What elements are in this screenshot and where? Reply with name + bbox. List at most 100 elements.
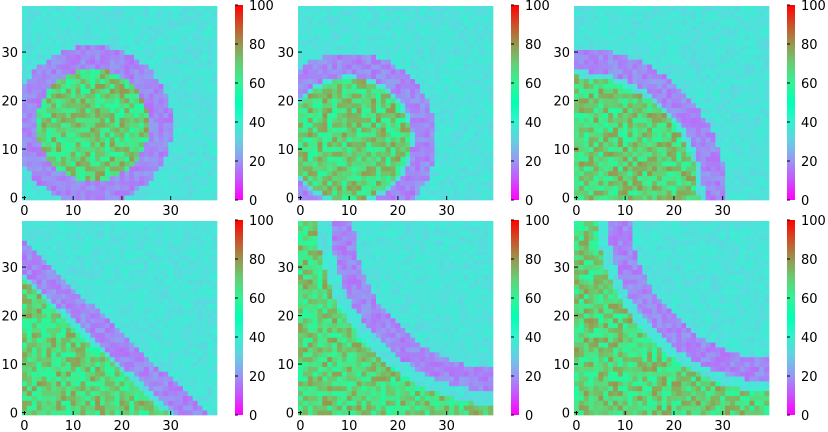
heatmap-cell: [468, 39, 474, 46]
heatmap-cell: [312, 185, 318, 191]
heatmap-cell: [632, 112, 638, 118]
heatmap-cell: [346, 39, 352, 46]
heatmap-cell: [656, 127, 663, 133]
heatmap-cell: [695, 20, 702, 26]
heatmap-cell: [61, 44, 67, 50]
heatmap-cell: [46, 141, 52, 147]
heatmap-cell: [56, 122, 62, 128]
heatmap-cell: [730, 136, 736, 143]
heatmap-cell: [739, 6, 745, 12]
heatmap-cell: [41, 112, 47, 118]
heatmap-cell: [46, 400, 52, 406]
heatmap-cell: [207, 10, 213, 17]
heatmap-cell: [454, 190, 460, 196]
heatmap-cell: [449, 39, 455, 46]
heatmap-cell: [356, 132, 362, 138]
heatmap-cell: [158, 73, 164, 80]
heatmap-cell: [22, 190, 28, 196]
heatmap-cell: [317, 54, 323, 60]
heatmap-cell: [327, 146, 333, 152]
heatmap-cell: [346, 141, 352, 147]
heatmap-cell: [463, 59, 469, 65]
heatmap-cell: [114, 83, 120, 89]
heatmap-cell: [627, 73, 633, 80]
heatmap-cell: [173, 15, 179, 21]
heatmap-cell: [212, 88, 218, 94]
heatmap-cell: [385, 107, 391, 114]
heatmap-cell: [85, 107, 91, 114]
heatmap-cell: [187, 10, 193, 17]
heatmap-cell: [129, 6, 135, 12]
heatmap-cell: [341, 73, 348, 80]
heatmap-cell: [182, 69, 189, 75]
heatmap-cell: [458, 112, 465, 118]
heatmap-cell: [124, 170, 130, 177]
heatmap-cell: [730, 166, 736, 172]
heatmap-cell: [705, 10, 711, 17]
heatmap-cell: [739, 54, 745, 60]
heatmap-cell: [302, 136, 309, 143]
heatmap-cell: [444, 141, 450, 147]
heatmap-cell: [114, 190, 120, 196]
heatmap-cell: [429, 132, 435, 138]
heatmap-cell: [371, 185, 377, 191]
heatmap-cell: [656, 10, 663, 17]
heatmap-cell: [178, 54, 184, 60]
heatmap-cell: [730, 44, 736, 50]
heatmap-cell: [376, 112, 382, 118]
heatmap-cell: [207, 30, 213, 36]
heatmap-cell: [139, 54, 145, 60]
heatmap-cell: [390, 180, 396, 186]
heatmap-cell: [202, 30, 208, 36]
heatmap-cell: [449, 195, 455, 201]
heatmap-cell: [458, 88, 465, 94]
heatmap-cell: [61, 132, 67, 138]
heatmap-cell: [700, 20, 706, 26]
heatmap-cell: [356, 59, 362, 65]
heatmap-cell: [56, 185, 62, 191]
heatmap-cell: [36, 136, 42, 143]
heatmap-cell: [100, 73, 106, 80]
heatmap-cell: [439, 117, 445, 123]
heatmap-cell: [710, 69, 716, 75]
heatmap-cell: [739, 156, 745, 162]
heatmap-cell: [715, 39, 721, 46]
heatmap-cell: [458, 132, 465, 138]
heatmap-cell: [173, 117, 179, 123]
heatmap-cell: [361, 44, 367, 50]
heatmap-cell: [80, 117, 86, 123]
heatmap-cell: [124, 195, 130, 201]
heatmap-cell: [691, 127, 697, 133]
heatmap-cell: [337, 30, 343, 36]
heatmap-cell: [603, 141, 609, 147]
heatmap-cell: [739, 30, 745, 36]
heatmap-cell: [85, 83, 91, 89]
heatmap-cell: [613, 93, 619, 99]
heatmap-cell: [192, 175, 198, 181]
heatmap-cell: [593, 88, 599, 94]
heatmap-cell: [483, 39, 489, 46]
heatmap-cell: [371, 161, 377, 167]
heatmap-cell: [26, 49, 33, 55]
heatmap-cell: [652, 6, 658, 12]
heatmap-cell: [642, 107, 648, 114]
heatmap-cell: [622, 20, 628, 26]
heatmap-cell: [593, 44, 599, 50]
heatmap-cell: [143, 59, 150, 65]
heatmap-cell: [182, 59, 189, 65]
heatmap-cell: [720, 73, 726, 80]
heatmap-cell: [395, 185, 401, 191]
heatmap-cell: [700, 175, 706, 181]
heatmap-cell: [168, 166, 174, 172]
heatmap-cell: [700, 54, 706, 60]
heatmap-cell: [187, 185, 193, 191]
heatmap-cell: [356, 15, 362, 21]
heatmap-cell: [725, 49, 731, 55]
heatmap-cell: [95, 195, 101, 201]
heatmap-cell: [75, 127, 81, 133]
heatmap-cell: [51, 98, 57, 104]
heatmap-cell: [671, 107, 677, 114]
heatmap-cell: [366, 15, 372, 21]
heatmap-cell: [671, 20, 677, 26]
heatmap-cell: [405, 69, 411, 75]
